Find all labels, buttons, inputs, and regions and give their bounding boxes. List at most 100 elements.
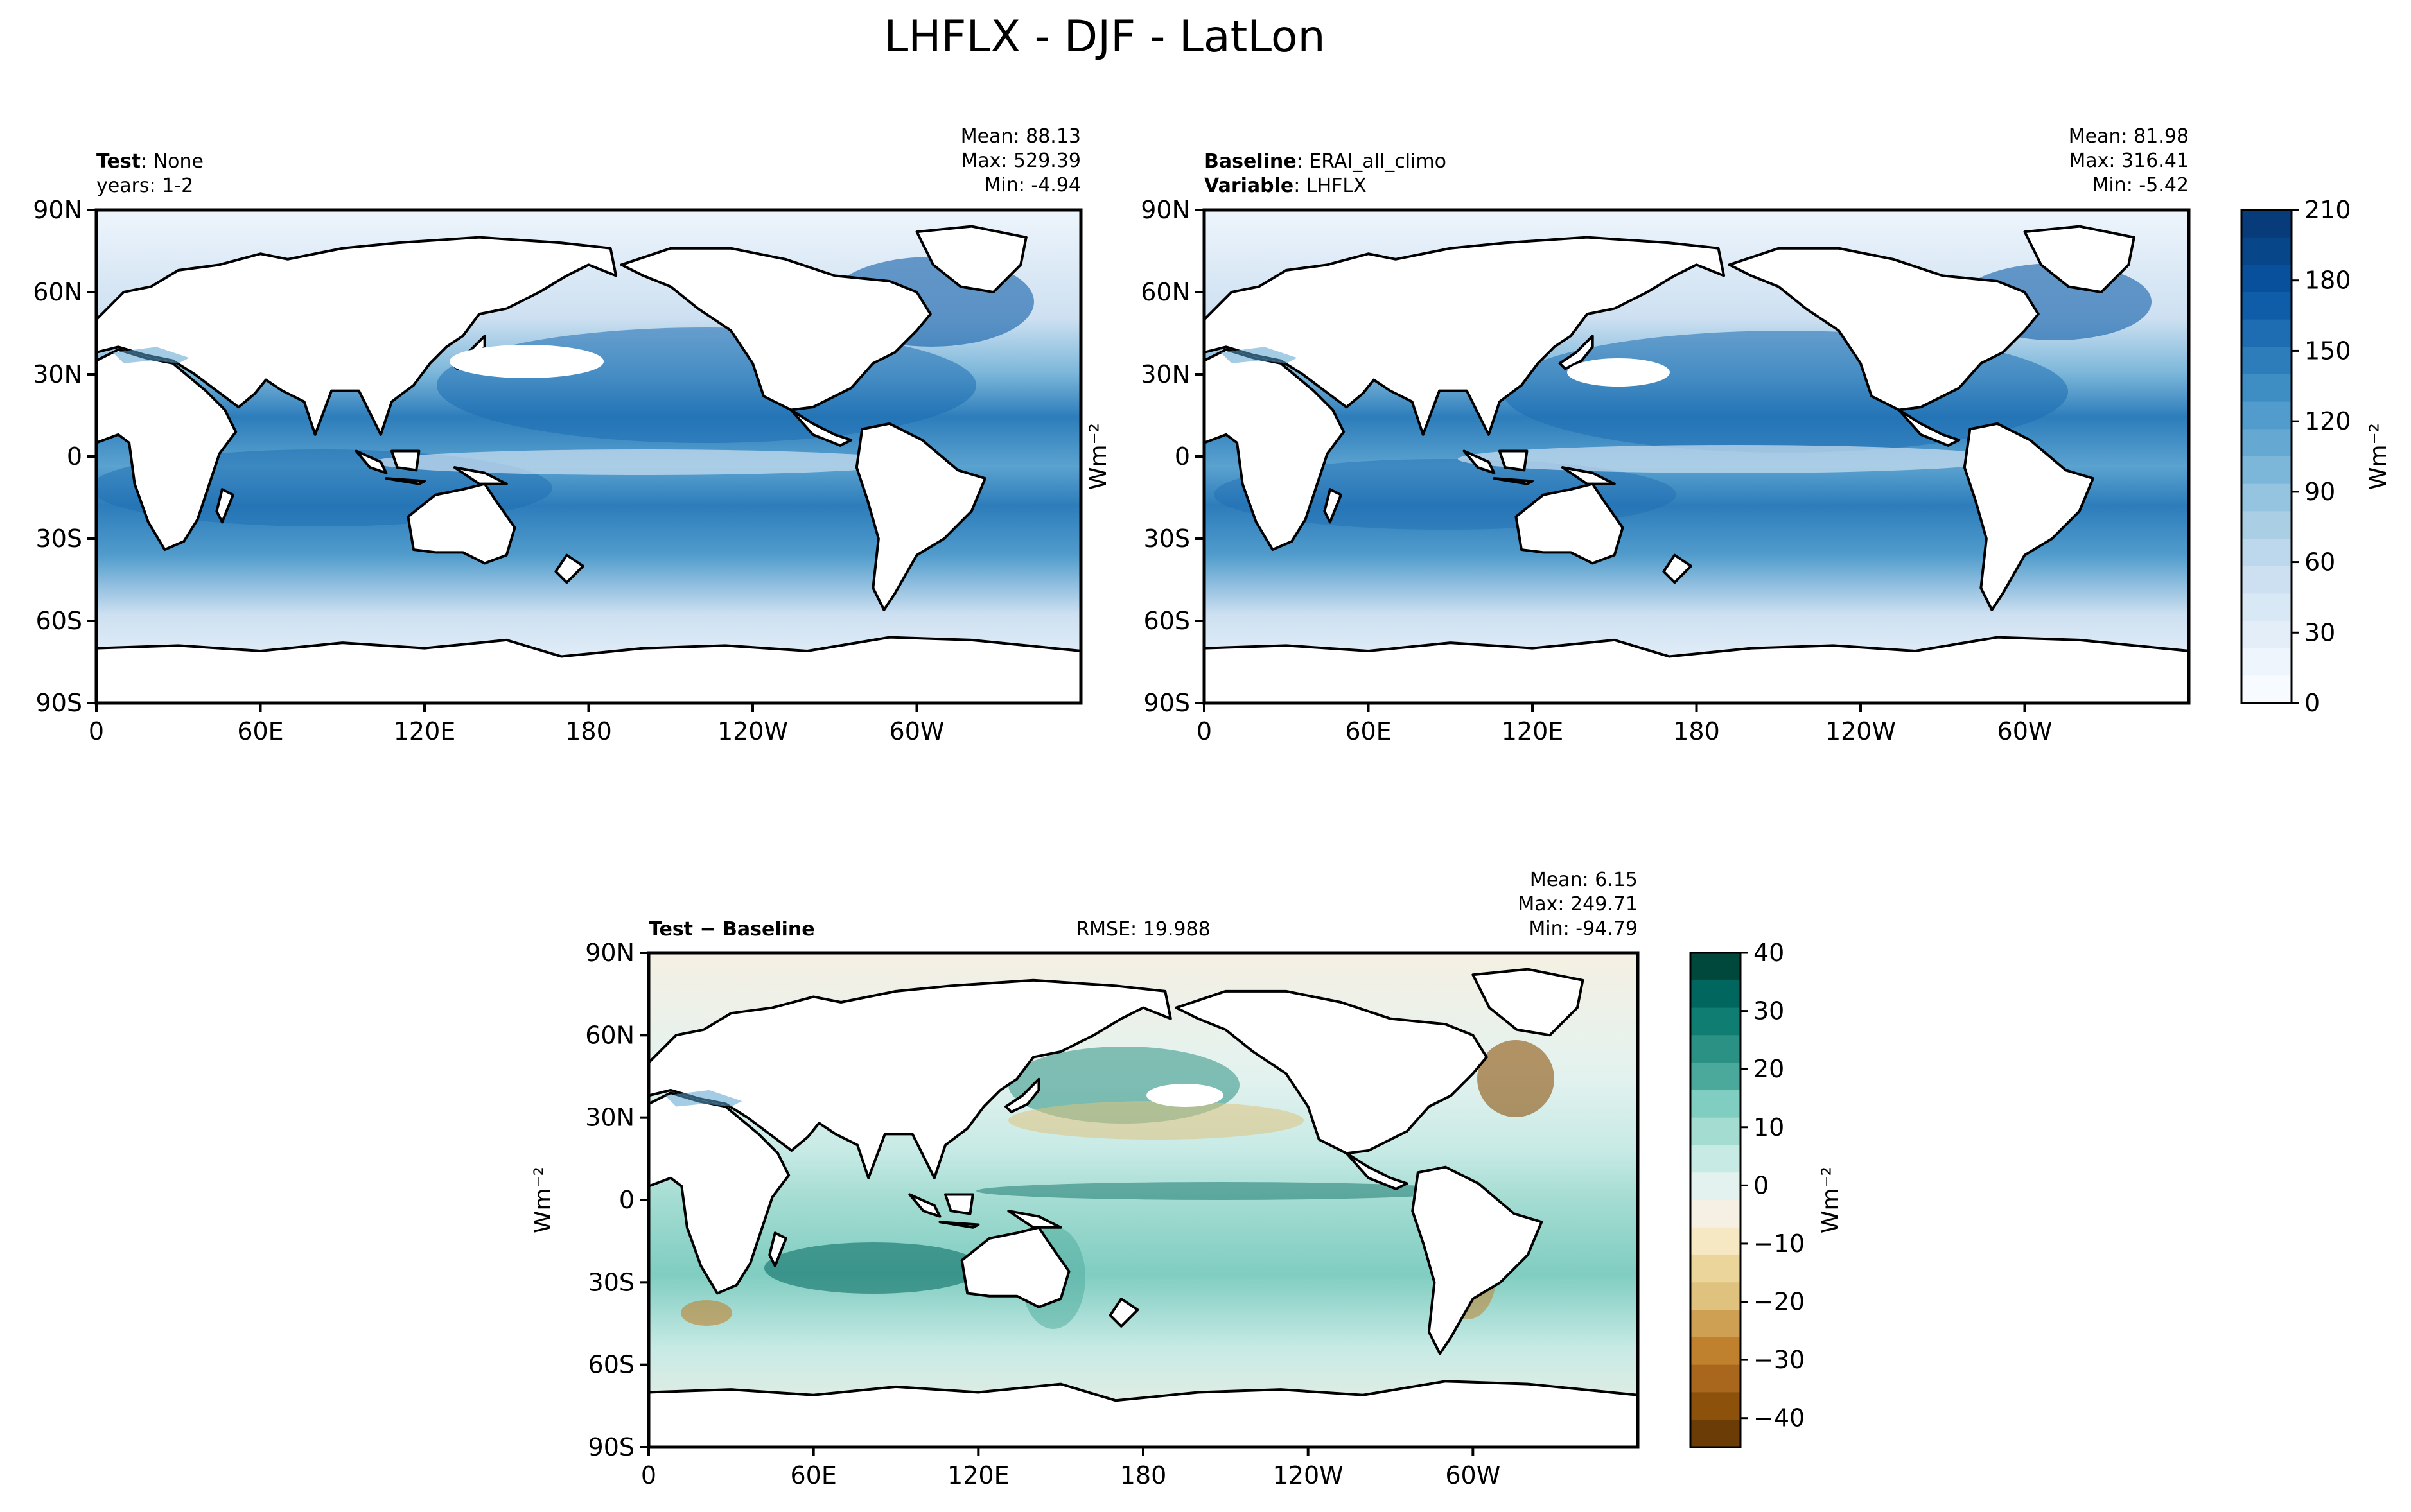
panel-difference-ylabel: Wm⁻² [530,1167,556,1233]
colorbar-tick-label: 90 [2304,478,2335,506]
panel-difference-rmse: RMSE: 19.988 [1076,918,1210,941]
colorbar-swatch [2241,292,2292,320]
x-tick-label: 60E [790,1461,836,1490]
x-tick-label: 120E [1502,717,1564,745]
colorbar-swatch [1690,980,1740,1009]
x-tick-label: 180 [1673,717,1720,745]
colorbar-diff-label: Wm⁻² [1818,1167,1844,1233]
colorbar-swatch [1690,1337,1740,1366]
x-tick-label: 0 [89,717,104,745]
colorbar-tick-label: 30 [1753,997,1784,1025]
colorbar-swatch [2241,511,2292,539]
colorbar-tick-label: 20 [1753,1055,1784,1083]
panel-baseline: Baseline: ERAI_all_climo Variable: LHFLX… [1085,125,2191,745]
colorbar-swatch [1690,1255,1740,1283]
colorbar-swatch [1690,1117,1740,1145]
panel-baseline-map-field [1204,210,2189,703]
y-tick-label: 60N [33,278,82,306]
colorbar-swatch [1690,1063,1740,1091]
panel-test-mean: Mean: 88.13 [961,125,1081,148]
y-tick-label: 60N [585,1021,635,1049]
x-tick-label: 180 [1120,1461,1167,1490]
y-tick-label: 90S [36,689,82,717]
y-tick-label: 30S [1144,525,1190,553]
colorbar-swatch [1690,1007,1740,1036]
y-tick-label: 90N [585,939,635,967]
panel-test-max: Max: 529.39 [961,150,1081,172]
x-tick-label: 60W [1997,717,2053,745]
figure-title: LHFLX - DJF - LatLon [884,12,1325,62]
y-tick-label: 30N [33,360,82,388]
y-tick-label: 60S [588,1351,635,1379]
panel-baseline-min: Min: -5.42 [2092,174,2189,196]
colorbar-swatch [1690,1282,1740,1310]
y-tick-label: 90N [33,196,82,224]
colorbar-main: 210 180 150 120 90 60 30 0 [2240,196,2351,717]
colorbar-swatch [2241,675,2292,704]
colorbar-swatch [2241,347,2292,375]
colorbar-tick-label: 0 [2304,689,2320,717]
colorbar-tick-label: −40 [1753,1404,1805,1432]
colorbar-frame [1689,952,1742,1448]
panel-baseline-ylabel: Wm⁻² [1085,423,1112,490]
colorbar-tick-label: −30 [1753,1346,1805,1374]
x-tick-label: 180 [565,717,612,745]
colorbar-swatch [2241,483,2292,512]
colorbar-swatch [2241,401,2292,430]
colorbar-swatch [2241,265,2292,293]
x-tick-label: 120E [394,717,456,745]
colorbar-swatch [2241,374,2292,403]
colorbar-tick-label: −10 [1753,1230,1805,1258]
colorbar-tick-label: 40 [1753,939,1784,967]
panel-baseline-title-line2: Variable: LHFLX [1204,175,1367,197]
colorbar-main-label: Wm⁻² [2365,423,2392,490]
panel-difference-min: Min: -94.79 [1529,917,1638,940]
colorbar-swatch [2241,319,2292,347]
colorbar-swatch [2241,593,2292,621]
colorbar-swatch [1690,1310,1740,1338]
colorbar-swatch [2241,539,2292,567]
colorbar-swatch [1690,1035,1740,1063]
y-tick-label: 0 [1175,442,1190,471]
y-tick-label: 90N [1141,196,1190,224]
colorbar-tick-label: 30 [2304,618,2335,647]
x-tick-label: 120W [1825,717,1896,745]
x-tick-label: 120W [717,717,788,745]
x-tick-label: 60W [1445,1461,1500,1490]
panel-test-title-line2: years: 1-2 [96,175,193,197]
y-tick-label: 90S [1144,689,1190,717]
colorbar-swatch [2241,566,2292,594]
colorbar-swatch [2241,210,2292,238]
y-tick-label: 90S [588,1433,635,1461]
panel-difference-max: Max: 249.71 [1518,893,1638,916]
colorbar-swatch [1690,953,1740,981]
colorbar-tick-label: −20 [1753,1288,1805,1316]
colorbar-swatch [1690,1145,1740,1173]
colorbar-tick-label: 180 [2304,266,2351,295]
panel-baseline-title-line1: Baseline: ERAI_all_climo [1204,150,1446,173]
x-tick-label: 60E [1345,717,1391,745]
x-tick-label: 0 [1197,717,1212,745]
colorbar-swatch [1690,1090,1740,1118]
y-tick-label: 30S [588,1268,635,1296]
colorbar-diff: 40 30 20 10 0 −10 −20 −30 −40 [1689,939,1805,1448]
colorbar-swatch [1690,1364,1740,1393]
colorbar-tick-label: 150 [2304,336,2351,365]
panel-baseline-max: Max: 316.41 [2069,150,2189,172]
panel-difference-mean: Mean: 6.15 [1530,869,1638,891]
colorbar-tick-label: 60 [2304,548,2335,577]
panel-test-min: Min: -4.94 [985,174,1082,196]
colorbar-swatch [2241,648,2292,676]
colorbar-tick-label: 10 [1753,1113,1784,1142]
panel-difference-map-field [649,953,1638,1447]
y-tick-label: 30N [1141,360,1190,388]
panel-difference-title: Test − Baseline [649,918,815,941]
x-tick-label: 120W [1273,1461,1344,1490]
panel-test: Test: None years: 1-2 Mean: 88.13 Max: 5… [33,125,1083,745]
y-tick-label: 30S [36,525,82,553]
colorbar-swatch [2241,429,2292,457]
y-tick-label: 0 [67,442,82,471]
x-tick-label: 60W [890,717,945,745]
y-tick-label: 60S [36,607,82,635]
